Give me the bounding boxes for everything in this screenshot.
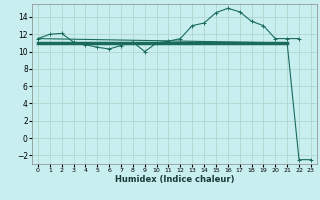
X-axis label: Humidex (Indice chaleur): Humidex (Indice chaleur) — [115, 175, 234, 184]
